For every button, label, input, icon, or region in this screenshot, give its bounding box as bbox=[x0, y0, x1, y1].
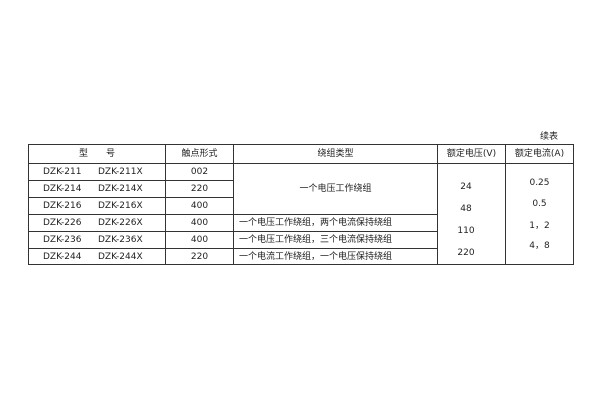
model-x: DZK-214X bbox=[98, 184, 143, 194]
contact-form: 400 bbox=[190, 235, 209, 245]
contact-form: 002 bbox=[190, 167, 209, 177]
relay-spec-table: 型 号 触点形式 绕组类型 额定电压(V) 额定电流(A) DZK-211 DZ… bbox=[28, 144, 574, 265]
winding-type: 一个电压工作绕组 bbox=[299, 184, 372, 194]
header-voltage: 额定电压(V) bbox=[446, 149, 497, 159]
divider bbox=[437, 145, 438, 264]
model-x: DZK-244X bbox=[98, 252, 143, 262]
model-x: DZK-226X bbox=[98, 218, 143, 228]
rated-voltage: 220 bbox=[457, 248, 475, 258]
divider bbox=[165, 145, 166, 264]
model-x: DZK-216X bbox=[98, 201, 143, 211]
rated-voltage: 24 bbox=[460, 182, 472, 192]
contact-form: 400 bbox=[190, 201, 209, 211]
header-model: 型 号 bbox=[78, 149, 115, 159]
divider bbox=[233, 145, 234, 264]
model: DZK-214 bbox=[43, 184, 82, 194]
divider bbox=[29, 163, 573, 164]
model: DZK-244 bbox=[43, 252, 82, 262]
contact-form: 220 bbox=[190, 184, 209, 194]
divider bbox=[29, 231, 438, 232]
winding-type: 一个电压工作绕组，三个电流保持绕组 bbox=[239, 235, 393, 245]
model: DZK-236 bbox=[43, 235, 82, 245]
model: DZK-211 bbox=[43, 167, 82, 177]
rated-current: 0.5 bbox=[532, 199, 547, 209]
rated-voltage: 110 bbox=[457, 226, 475, 236]
contact-form: 400 bbox=[190, 218, 209, 228]
winding-type: 一个电压工作绕组，两个电流保持绕组 bbox=[239, 218, 393, 228]
divider bbox=[29, 214, 438, 215]
divider bbox=[505, 145, 506, 264]
rated-voltage: 48 bbox=[460, 204, 472, 214]
header-current: 额定电流(A) bbox=[514, 149, 565, 159]
rated-current: 0.25 bbox=[529, 178, 550, 188]
header-winding: 绕组类型 bbox=[317, 149, 354, 159]
rated-current: 4，8 bbox=[529, 241, 550, 251]
divider bbox=[29, 248, 438, 249]
contact-form: 220 bbox=[190, 252, 209, 262]
divider bbox=[29, 197, 234, 198]
rated-current: 1，2 bbox=[529, 221, 550, 231]
model: DZK-216 bbox=[43, 201, 82, 211]
divider bbox=[29, 180, 234, 181]
model: DZK-226 bbox=[43, 218, 82, 228]
header-contact: 触点形式 bbox=[181, 149, 218, 159]
table-caption: 续表 bbox=[540, 132, 559, 142]
winding-type: 一个电流工作绕组，一个电压保持绕组 bbox=[239, 252, 393, 262]
model-x: DZK-236X bbox=[98, 235, 143, 245]
model-x: DZK-211X bbox=[98, 167, 143, 177]
